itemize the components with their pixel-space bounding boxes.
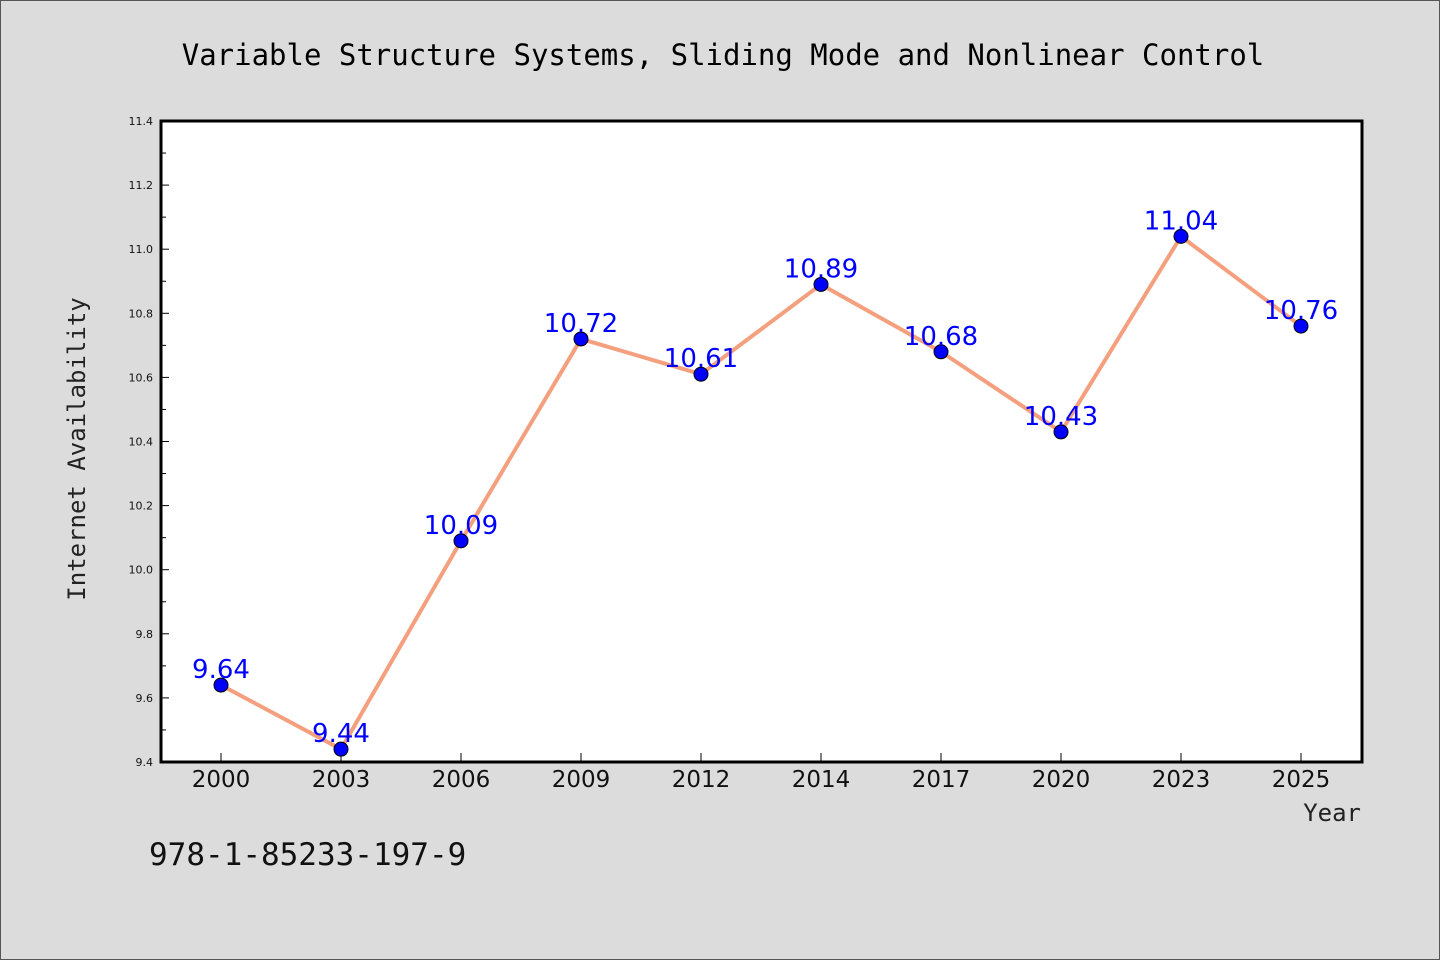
data-point (1053, 424, 1069, 440)
plot-frame (159, 119, 1364, 764)
data-labels: 9.64 9.44 10.09 10.72 10.61 10.89 10.68 10.43 11… (192, 206, 1338, 749)
footnote-isbn: 978-1-85233-197-9 (149, 837, 466, 873)
y-tick-label: 11.2 (129, 179, 154, 192)
y-tick-label: 9.4 (136, 756, 154, 769)
x-tick-label: 2023 (1152, 767, 1211, 793)
data-label: 10.68 (904, 322, 978, 352)
data-point (453, 533, 469, 549)
x-tick-label: 2000 (192, 767, 251, 793)
data-point (333, 741, 349, 757)
y-tick-label: 10.6 (129, 371, 154, 384)
y-axis: 9.4 9.6 9.8 10.0 10.2 10.4 10.6 10.8 11.0 11.2 11.… (129, 115, 169, 769)
x-tick-label: 2025 (1272, 767, 1331, 793)
data-label: 10.09 (424, 511, 498, 541)
x-tick-label: 2020 (1032, 767, 1091, 793)
x-axis-label: Year (1303, 799, 1361, 827)
y-tick-label: 9.8 (136, 628, 154, 641)
y-tick-label: 11.4 (129, 115, 154, 128)
x-tick-label: 2017 (912, 767, 971, 793)
x-tick-label: 2014 (792, 767, 851, 793)
data-label: 10.43 (1024, 402, 1098, 432)
data-point (693, 366, 709, 382)
y-tick-label: 10.0 (129, 564, 154, 577)
x-tick-label: 2012 (672, 767, 731, 793)
plot-area (161, 121, 1362, 762)
data-label: 10.89 (784, 254, 858, 284)
y-tick-label: 11.0 (129, 243, 154, 256)
y-tick-label: 9.6 (136, 692, 154, 705)
data-point (1293, 318, 1309, 334)
x-tick-label: 2003 (312, 767, 371, 793)
x-tick-label: 2009 (552, 767, 611, 793)
data-point (213, 677, 229, 693)
data-label: 10.72 (544, 309, 618, 339)
data-label: 10.61 (664, 344, 738, 374)
x-tick-label: 2006 (432, 767, 491, 793)
series-line (219, 234, 1303, 752)
data-markers (213, 228, 1309, 757)
data-point (933, 344, 949, 360)
data-label: 10.76 (1264, 296, 1338, 326)
data-point (813, 276, 829, 292)
y-tick-label: 10.2 (129, 500, 154, 513)
data-label: 9.44 (312, 719, 370, 749)
y-axis-label: Internet Availability (63, 297, 91, 600)
x-axis: 2000 2003 2006 2009 2012 2014 2017 2020 2023 2025 (192, 753, 1331, 793)
y-tick-label: 10.4 (129, 436, 154, 449)
chart-title: Variable Structure Systems, Sliding Mode… (182, 38, 1265, 72)
data-label: 11.04 (1144, 206, 1218, 236)
data-label: 9.64 (192, 655, 250, 685)
y-tick-label: 10.8 (129, 307, 154, 320)
data-point (1173, 228, 1189, 244)
data-point (573, 331, 589, 347)
